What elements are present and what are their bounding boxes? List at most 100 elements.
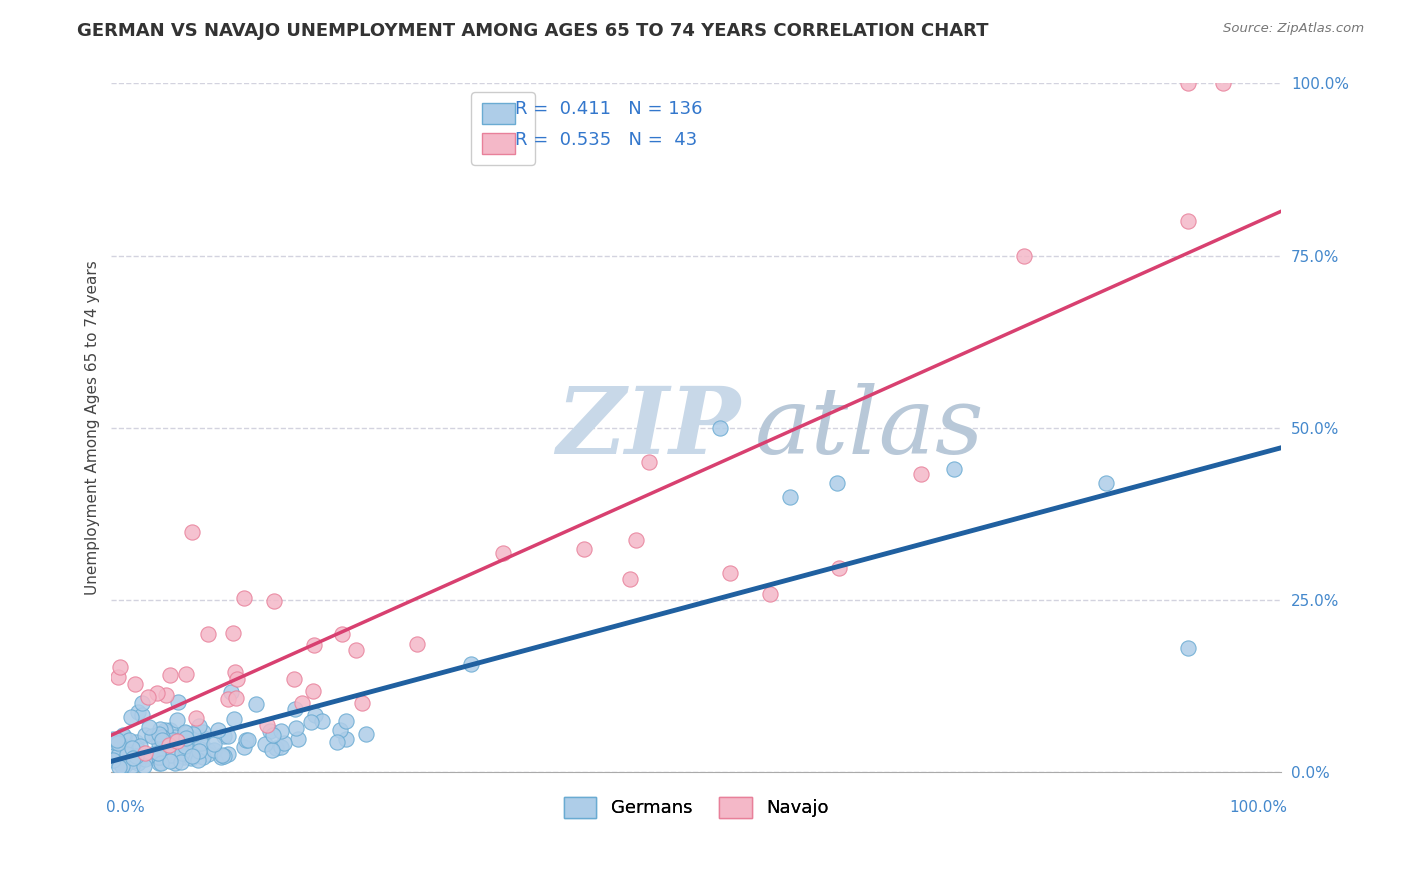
Point [825,475,848,490]
Point [159,723,181,737]
Point [148,726,170,740]
Text: atlas: atlas [755,383,984,473]
Point [197,627,219,641]
Point [232,739,254,754]
Point [225,672,247,686]
Point [224,712,246,726]
Point [174,731,197,745]
Point [254,738,277,752]
Text: ZIP: ZIP [555,383,740,473]
Point [138,720,160,734]
Point [169,756,191,770]
Point [709,421,731,435]
Point [222,625,245,640]
Point [101,753,124,767]
Point [1012,249,1035,263]
Point [121,740,143,755]
Point [235,733,257,747]
Point [121,759,143,773]
Point [193,750,215,764]
Point [270,724,292,739]
Point [211,748,233,763]
Point [259,723,281,738]
Point [1212,77,1234,91]
Point [207,723,229,737]
Point [143,746,166,760]
Point [270,739,292,754]
Point [166,734,188,748]
Point [129,739,152,753]
Point [335,731,357,746]
Point [153,724,176,739]
Point [111,759,134,773]
Legend: Germans, Navajo: Germans, Navajo [557,789,837,825]
Point [264,740,287,755]
Point [197,747,219,761]
Point [262,728,284,742]
Point [131,696,153,710]
Point [174,739,197,753]
Point [174,725,197,739]
Point [149,731,172,745]
Point [157,739,180,753]
Point [283,673,305,687]
Point [224,665,246,680]
Point [134,746,156,760]
Point [302,638,325,652]
Point [311,714,333,728]
Point [145,729,167,743]
Point [153,723,176,738]
Point [127,756,149,770]
Point [910,467,932,481]
Point [107,736,129,750]
Text: R =  0.411   N = 136: R = 0.411 N = 136 [515,101,703,119]
Point [759,586,782,600]
Point [256,717,278,731]
Point [718,566,741,581]
Point [150,731,173,745]
Point [114,747,136,762]
Point [149,722,172,736]
Point [180,751,202,765]
Point [108,752,131,766]
Point [299,714,322,729]
Point [101,733,124,747]
Text: Source: ZipAtlas.com: Source: ZipAtlas.com [1223,22,1364,36]
Point [136,690,159,705]
Point [212,748,235,763]
Point [217,747,239,761]
Point [101,752,124,766]
Point [149,756,172,771]
Point [184,711,207,725]
Point [828,560,851,574]
Point [131,708,153,723]
Point [153,750,176,764]
Point [263,594,285,608]
Point [118,745,141,759]
Point [159,754,181,768]
Point [217,729,239,743]
Point [302,684,325,698]
Point [166,713,188,727]
Point [155,689,177,703]
Text: GERMAN VS NAVAJO UNEMPLOYMENT AMONG AGES 65 TO 74 YEARS CORRELATION CHART: GERMAN VS NAVAJO UNEMPLOYMENT AMONG AGES… [77,22,988,40]
Point [1177,641,1199,656]
Point [134,752,156,766]
Point [114,757,136,772]
Point [236,732,259,747]
Point [260,743,283,757]
Point [107,760,129,774]
Point [174,734,197,748]
Point [779,490,801,504]
Point [112,730,135,744]
Point [104,742,127,756]
Point [125,735,148,749]
Point [460,657,482,672]
Point [190,730,212,744]
Point [127,705,149,719]
Point [187,753,209,767]
Point [174,666,197,681]
Point [572,541,595,556]
Point [132,758,155,772]
Point [118,752,141,766]
